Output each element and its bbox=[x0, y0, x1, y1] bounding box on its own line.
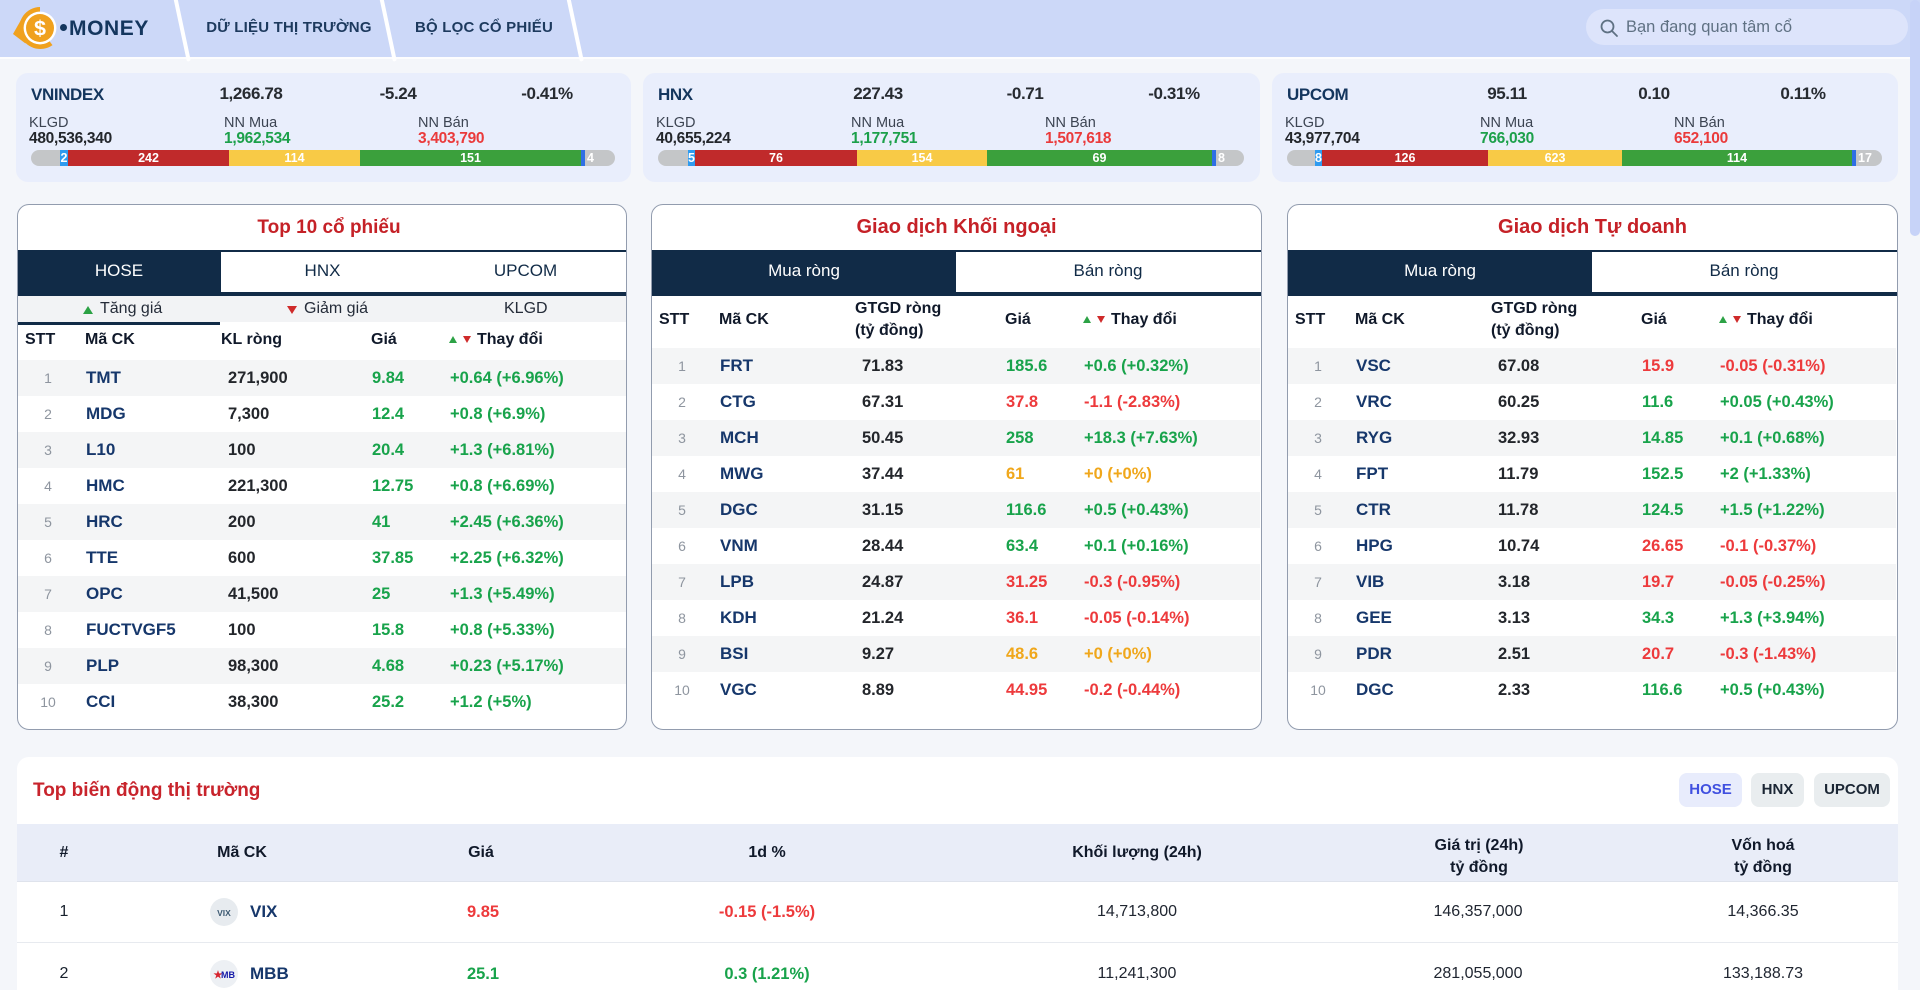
svg-text:MB: MB bbox=[221, 970, 235, 980]
svg-text:$: $ bbox=[34, 17, 46, 41]
svg-text:VIX: VIX bbox=[217, 908, 231, 918]
svg-text:★: ★ bbox=[214, 970, 223, 981]
